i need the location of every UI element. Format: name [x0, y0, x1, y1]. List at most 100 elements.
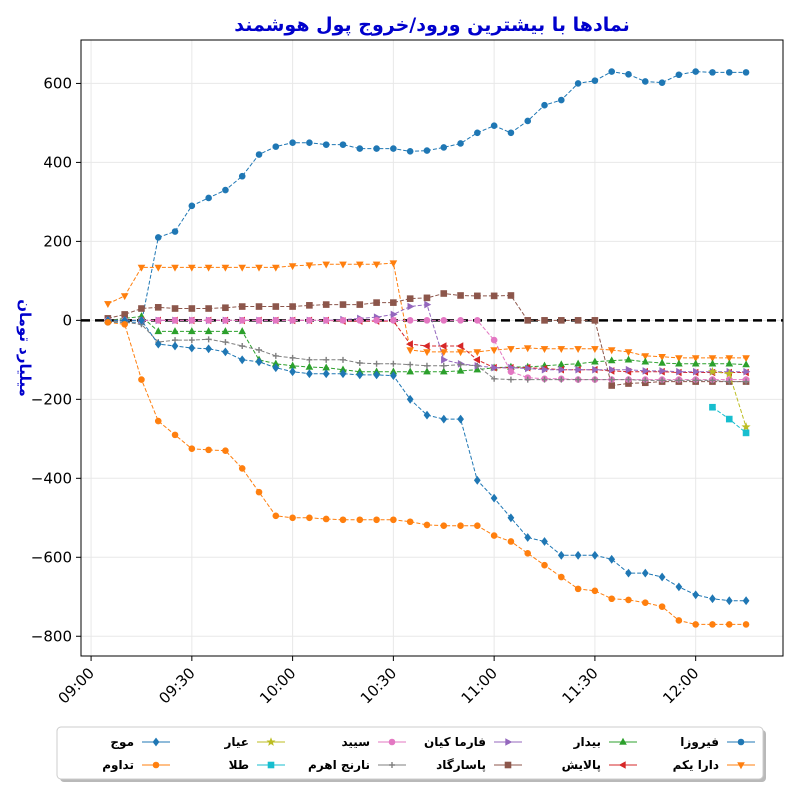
data-point: [221, 327, 230, 335]
data-point: [424, 300, 432, 309]
data-point: [406, 394, 414, 404]
data-point: [306, 369, 313, 379]
data-point: [474, 129, 481, 137]
data-point: [574, 346, 582, 354]
data-point: [675, 355, 683, 363]
data-point: [255, 317, 263, 324]
data-point: [507, 538, 515, 545]
data-point: [171, 264, 179, 272]
data-point: [625, 596, 632, 604]
data-point: [305, 262, 314, 270]
data-point: [205, 344, 212, 354]
data-point: [222, 317, 229, 324]
data-point: [423, 362, 430, 369]
data-point: [289, 317, 296, 324]
data-point: [272, 512, 280, 520]
data-point: [238, 355, 246, 365]
data-point: [490, 122, 498, 129]
data-point: [222, 447, 229, 454]
data-point: [625, 71, 632, 78]
data-point: [272, 143, 280, 150]
data-point: [608, 595, 615, 603]
data-point: [708, 355, 717, 363]
data-point: [507, 129, 515, 137]
data-point: [591, 317, 599, 324]
data-point: [641, 78, 649, 85]
data-point: [557, 550, 565, 560]
data-point: [222, 186, 229, 194]
data-point: [440, 414, 448, 424]
data-point: [188, 305, 196, 312]
y-axis-label: میلیارد تومان: [16, 299, 34, 397]
data-point: [171, 228, 179, 235]
data-point: [406, 317, 414, 324]
series-line: [107, 71, 747, 323]
series-6: [104, 290, 750, 389]
data-point: [255, 264, 263, 272]
legend-label: پالایش: [562, 758, 601, 772]
y-tick-label: 400: [43, 153, 72, 171]
data-point: [692, 590, 700, 600]
legend-label: نارنج اهرم: [308, 758, 370, 773]
legend-marker: [152, 737, 160, 747]
data-point: [322, 369, 330, 379]
data-point: [742, 621, 750, 628]
data-point: [692, 621, 699, 628]
data-point: [574, 80, 582, 87]
data-point: [120, 293, 129, 301]
data-point: [104, 301, 112, 309]
data-point: [390, 310, 398, 319]
data-point: [675, 359, 683, 367]
data-point: [238, 465, 246, 472]
data-point: [557, 360, 566, 368]
data-point: [222, 347, 229, 357]
data-point: [743, 378, 750, 385]
legend-item-3: بیدار: [573, 735, 637, 749]
data-point: [289, 367, 296, 377]
data-point: [423, 294, 431, 302]
data-point: [574, 317, 582, 324]
data-point: [641, 568, 649, 578]
data-point: [659, 367, 667, 375]
legend-item-1: فیروزا: [680, 735, 755, 750]
data-point: [524, 317, 532, 324]
legend-item-4: پالایش: [562, 758, 637, 772]
data-point: [725, 621, 733, 628]
legend-item-9: عیار: [223, 735, 285, 749]
data-point: [238, 317, 246, 324]
data-point: [691, 355, 700, 363]
data-point: [524, 364, 532, 373]
legend-marker: [504, 761, 512, 769]
data-point: [373, 360, 380, 367]
data-point: [204, 264, 213, 272]
data-point: [625, 376, 632, 383]
data-point: [575, 376, 582, 383]
data-point: [271, 264, 280, 272]
data-point: [356, 360, 363, 367]
data-point: [440, 317, 448, 324]
data-point: [272, 303, 280, 310]
data-point: [306, 317, 313, 324]
data-point: [423, 521, 431, 529]
legend-item-8: نارنج اهرم: [308, 758, 406, 773]
data-point: [423, 147, 431, 154]
data-point: [154, 417, 162, 425]
data-point: [255, 357, 263, 367]
data-point: [607, 347, 616, 355]
data-point: [423, 317, 431, 324]
legend-label: عیار: [223, 735, 249, 749]
data-point: [675, 582, 683, 592]
data-point: [154, 327, 163, 335]
data-point: [171, 327, 179, 335]
data-point: [154, 339, 162, 349]
legend-marker: [388, 738, 396, 746]
data-point: [322, 515, 330, 523]
legend-label: فیروزا: [680, 735, 719, 750]
legend: فیروزا دارا یکم بیدار پالایش فارما کیان پاسار…: [56, 726, 766, 782]
data-point: [372, 261, 381, 269]
data-point: [171, 317, 179, 324]
data-point: [474, 522, 481, 529]
legend-box: [56, 726, 764, 780]
data-point: [641, 353, 650, 361]
data-point: [725, 359, 734, 367]
